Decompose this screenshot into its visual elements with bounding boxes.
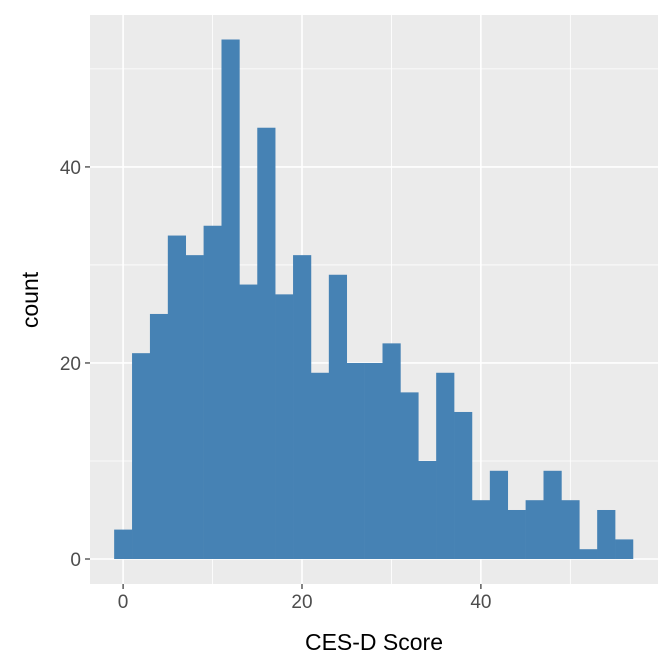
histogram-bar	[507, 509, 526, 560]
histogram-bar	[185, 255, 204, 560]
histogram-bar	[579, 549, 598, 560]
x-axis: 0 20 40	[118, 584, 491, 613]
histogram-bar	[525, 500, 544, 560]
histogram-bar	[615, 539, 634, 560]
histogram-bar	[400, 392, 419, 560]
histogram-bar	[418, 460, 437, 560]
x-axis-title: CES-D Score	[305, 629, 443, 655]
histogram-bar	[167, 235, 187, 560]
histogram-bar	[310, 372, 330, 560]
histogram-bar	[239, 284, 258, 560]
histogram-bar	[382, 343, 401, 560]
histogram-bar	[275, 294, 294, 560]
histogram-bar	[114, 529, 133, 560]
histogram-bar	[203, 225, 222, 560]
histogram-bar	[149, 313, 169, 560]
histogram-bar	[293, 255, 312, 560]
x-tick-label: 40	[470, 592, 491, 613]
y-tick-label: 0	[70, 550, 81, 571]
histogram-bar	[471, 500, 491, 560]
histogram-bar	[489, 470, 509, 560]
histogram-bar	[543, 470, 562, 560]
y-axis-title: count	[17, 271, 43, 328]
histogram-bar	[257, 127, 276, 560]
histogram-bar	[436, 372, 455, 560]
histogram-bar	[328, 274, 348, 560]
histogram-bar	[454, 411, 473, 560]
y-axis: 0 20 40	[60, 158, 90, 571]
x-tick-label: 20	[291, 592, 312, 613]
y-tick-label: 40	[60, 158, 81, 179]
histogram-bar	[561, 500, 580, 560]
histogram-bar	[346, 362, 365, 560]
histogram-bar	[597, 509, 616, 560]
histogram-bar	[132, 353, 151, 560]
bars	[114, 39, 634, 560]
histogram-bar	[221, 39, 240, 560]
x-tick-label: 0	[118, 592, 129, 613]
y-tick-label: 20	[60, 354, 81, 375]
histogram-bar	[364, 362, 383, 560]
